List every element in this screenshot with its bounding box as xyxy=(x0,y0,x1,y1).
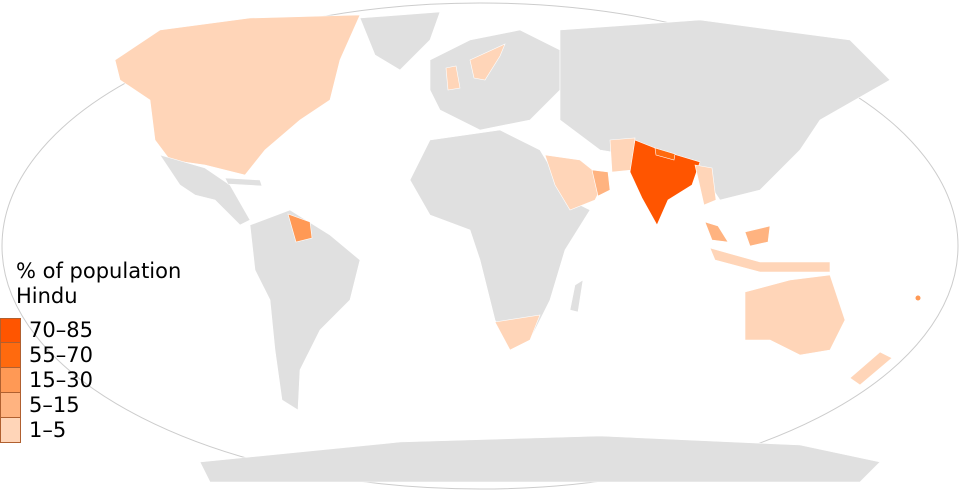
antarctica xyxy=(199,435,881,483)
guyana-suriname xyxy=(287,213,313,243)
myanmar-bangladesh xyxy=(694,164,717,206)
legend-title-line1: % of population xyxy=(16,259,182,283)
north-america-us-canada xyxy=(114,14,361,176)
legend-title-line2: Hindu xyxy=(16,284,78,308)
legend-swatch xyxy=(0,368,21,393)
nepal xyxy=(654,147,676,161)
caribbean xyxy=(224,177,263,187)
madagascar xyxy=(569,279,584,313)
legend-item: 70–85 xyxy=(0,318,93,343)
united-kingdom xyxy=(445,65,461,91)
south-africa xyxy=(494,314,541,351)
legend-item: 5–15 xyxy=(0,393,80,418)
legend-item: 55–70 xyxy=(0,343,93,368)
legend-label: 15–30 xyxy=(29,368,93,392)
malaysia xyxy=(704,221,729,243)
legend-label: 55–70 xyxy=(29,343,93,367)
mexico-central-america xyxy=(159,154,251,226)
arabian-peninsula xyxy=(544,154,606,211)
norway xyxy=(469,43,506,81)
legend-title: % of population Hindu xyxy=(16,260,181,310)
europe xyxy=(429,29,561,131)
malaysia-borneo xyxy=(744,225,771,247)
legend-item: 1–5 xyxy=(0,418,66,443)
legend-swatch xyxy=(0,418,21,443)
legend-swatch xyxy=(0,318,21,343)
legend-swatch xyxy=(0,343,21,368)
legend-swatch xyxy=(0,393,21,418)
oman-uae xyxy=(591,169,611,197)
south-america xyxy=(249,209,361,411)
legend-item: 15–30 xyxy=(0,368,93,393)
fiji xyxy=(915,295,921,301)
indonesia xyxy=(709,247,831,273)
legend-label: 5–15 xyxy=(29,393,80,417)
greenland xyxy=(359,11,441,71)
legend-label: 1–5 xyxy=(29,418,67,442)
australia xyxy=(744,274,846,356)
legend-label: 70–85 xyxy=(29,318,93,342)
new-zealand xyxy=(849,351,893,386)
